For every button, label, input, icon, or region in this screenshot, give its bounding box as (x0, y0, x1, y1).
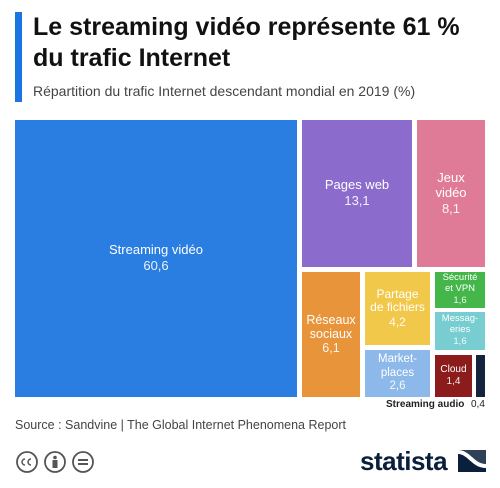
tile: Réseaux sociaux 6,1 (302, 272, 360, 397)
tile-label: Jeux vidéo (435, 169, 467, 200)
tile-label: Réseaux sociaux (306, 312, 356, 341)
tile-label: Partage de fichiers (370, 286, 425, 315)
tile: Messag- eries 1,6 (435, 312, 485, 350)
tile-label: Streaming vidéo (109, 242, 203, 258)
chart-title: Le streaming vidéo représente 61 % du tr… (33, 13, 460, 72)
tile (476, 355, 485, 397)
tile-label: Sécurité et VPN (442, 272, 478, 295)
tile: Cloud 1,4 (435, 355, 472, 397)
brand-logo: statista (360, 446, 448, 476)
tile-label: Pages web (324, 177, 390, 193)
tile-value: 4,2 (389, 315, 406, 330)
tile: Sécurité et VPN 1,6 (435, 272, 485, 308)
source-note: Source : Sandvine | The Global Internet … (15, 418, 346, 432)
tile: Jeux vidéo 8,1 (417, 120, 485, 267)
tile: Market- places 2,6 (365, 350, 430, 397)
tile-label: Streaming audio (386, 399, 465, 410)
tile: Pages web 13,1 (302, 120, 412, 267)
tile-value: 1,6 (453, 336, 467, 348)
brand-mark (458, 450, 486, 472)
tile-value: 2,6 (389, 379, 406, 392)
license-icons (16, 451, 94, 473)
tile-value: 6,1 (322, 341, 340, 356)
tile-label: Cloud (440, 364, 467, 376)
chart-subtitle: Répartition du trafic Internet descendan… (33, 83, 416, 99)
tile-value: 13,1 (344, 193, 370, 209)
tile-label: Market- places (378, 353, 417, 379)
tile-value: 1,4 (446, 375, 461, 387)
tile-label: Messag- eries (441, 313, 479, 336)
tile-value: 1,6 (453, 295, 467, 307)
tile: Partage de fichiers 4,2 (365, 272, 430, 345)
title-accent (15, 12, 22, 102)
tile: Streaming vidéo 60,6 (15, 120, 297, 397)
tile-value: 8,1 (441, 200, 461, 216)
tile-value: 0,4 (471, 399, 485, 410)
tile-value: 60,6 (143, 258, 169, 274)
